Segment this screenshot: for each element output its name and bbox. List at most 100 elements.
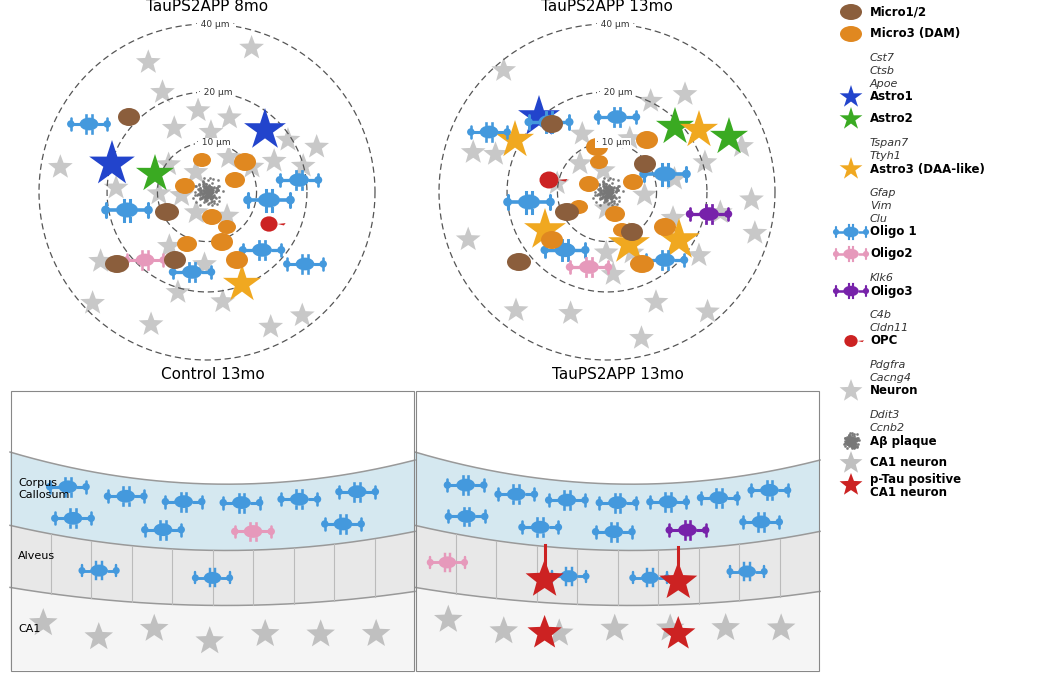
Text: Vim: Vim [870, 201, 891, 211]
Ellipse shape [175, 495, 193, 508]
Ellipse shape [508, 253, 531, 271]
Polygon shape [258, 314, 283, 337]
Polygon shape [739, 186, 763, 210]
Text: p-Tau positive: p-Tau positive [870, 473, 961, 486]
Polygon shape [693, 150, 718, 173]
Polygon shape [157, 233, 182, 257]
Ellipse shape [843, 249, 859, 259]
Polygon shape [415, 452, 820, 551]
Polygon shape [490, 616, 518, 643]
Ellipse shape [457, 479, 475, 491]
Ellipse shape [844, 335, 858, 347]
Text: Ddit3: Ddit3 [870, 410, 901, 420]
Text: Astro1: Astro1 [870, 90, 914, 104]
Polygon shape [10, 525, 415, 605]
Circle shape [256, 499, 263, 506]
Polygon shape [434, 604, 463, 632]
Polygon shape [766, 613, 796, 640]
Circle shape [680, 256, 688, 264]
Polygon shape [711, 613, 739, 640]
Ellipse shape [116, 202, 138, 217]
Ellipse shape [530, 521, 549, 533]
Text: · 40 µm ·: · 40 µm · [595, 20, 635, 29]
Ellipse shape [840, 4, 862, 20]
Polygon shape [150, 79, 175, 103]
Polygon shape [239, 154, 264, 177]
Circle shape [480, 513, 489, 520]
Polygon shape [608, 222, 650, 262]
Ellipse shape [654, 166, 676, 181]
Ellipse shape [843, 227, 859, 237]
Text: Oligo2: Oligo2 [870, 248, 912, 261]
Ellipse shape [561, 570, 577, 582]
Polygon shape [858, 340, 864, 342]
Circle shape [863, 288, 869, 294]
Polygon shape [710, 117, 748, 153]
Polygon shape [147, 181, 172, 204]
Polygon shape [48, 154, 73, 178]
Ellipse shape [607, 110, 627, 124]
Circle shape [565, 118, 573, 126]
Circle shape [87, 515, 95, 522]
Ellipse shape [234, 153, 256, 171]
Circle shape [546, 197, 554, 206]
Polygon shape [251, 619, 280, 646]
Circle shape [467, 128, 474, 136]
Polygon shape [276, 127, 301, 150]
Circle shape [226, 574, 233, 582]
Ellipse shape [541, 115, 563, 133]
Ellipse shape [557, 494, 576, 506]
Polygon shape [545, 170, 570, 194]
Text: TauPS2APP 8mo: TauPS2APP 8mo [146, 0, 268, 14]
Polygon shape [216, 144, 241, 168]
Polygon shape [695, 299, 720, 322]
Text: Astro2: Astro2 [870, 112, 914, 126]
Polygon shape [644, 289, 669, 313]
Circle shape [733, 494, 740, 502]
Text: CA1 neuron: CA1 neuron [870, 486, 947, 498]
Polygon shape [662, 166, 686, 190]
Ellipse shape [334, 518, 353, 531]
Circle shape [480, 482, 488, 489]
Polygon shape [439, 24, 775, 360]
Polygon shape [186, 97, 210, 121]
Polygon shape [839, 473, 862, 495]
Ellipse shape [539, 115, 560, 129]
Ellipse shape [540, 172, 558, 188]
Ellipse shape [226, 251, 248, 269]
Circle shape [739, 518, 747, 526]
Polygon shape [88, 248, 113, 272]
Polygon shape [136, 154, 174, 190]
Ellipse shape [738, 566, 756, 578]
Text: Apoe: Apoe [870, 79, 899, 89]
Polygon shape [496, 120, 534, 156]
Polygon shape [239, 35, 264, 59]
Ellipse shape [634, 155, 656, 173]
Circle shape [444, 482, 451, 489]
Ellipse shape [116, 490, 135, 502]
Text: Cst7: Cst7 [870, 53, 895, 63]
Ellipse shape [608, 496, 627, 509]
Ellipse shape [678, 524, 697, 536]
Circle shape [283, 260, 290, 268]
Circle shape [314, 495, 321, 503]
Ellipse shape [621, 223, 643, 241]
Circle shape [161, 498, 170, 505]
Text: Ctsb: Ctsb [870, 66, 895, 76]
Polygon shape [600, 613, 629, 641]
Circle shape [159, 256, 167, 264]
Circle shape [646, 498, 654, 506]
Polygon shape [183, 159, 208, 183]
Polygon shape [558, 179, 568, 181]
Circle shape [581, 496, 589, 504]
Circle shape [358, 520, 365, 528]
Circle shape [319, 260, 327, 268]
Polygon shape [456, 226, 480, 250]
Polygon shape [632, 182, 657, 206]
Polygon shape [660, 205, 685, 228]
Circle shape [112, 567, 120, 574]
Polygon shape [568, 150, 593, 174]
Ellipse shape [63, 512, 82, 524]
Text: Neuron: Neuron [870, 384, 918, 397]
Polygon shape [214, 203, 239, 226]
